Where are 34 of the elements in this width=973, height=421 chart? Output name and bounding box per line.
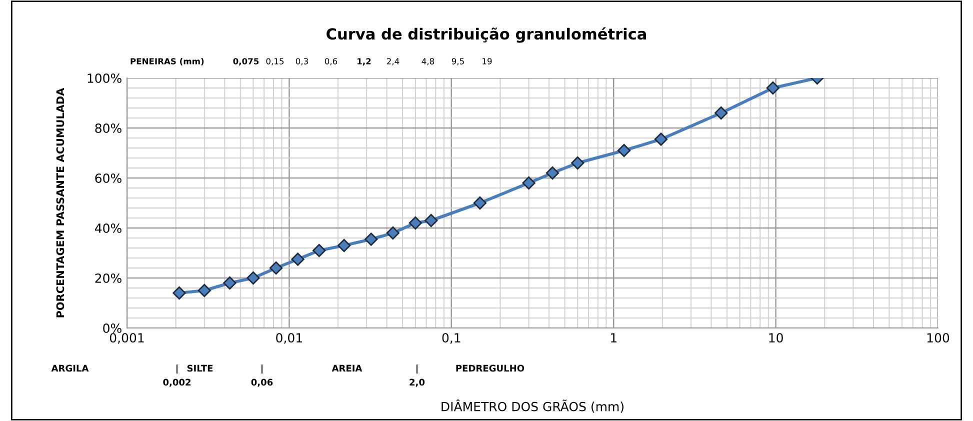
text: 4,8	[422, 58, 434, 66]
y-tick-label: 80%	[95, 123, 122, 133]
text: 0,075	[233, 58, 259, 66]
y-tick-label: 20%	[95, 273, 122, 283]
text: 0,6	[324, 58, 338, 66]
x-tick-label: 0,1	[442, 333, 460, 344]
text: SILTE	[187, 364, 213, 372]
text: 1,2	[358, 58, 371, 66]
text: 0,002	[163, 378, 190, 387]
text: 9,5	[452, 58, 464, 66]
text: |	[176, 364, 178, 374]
text: PENEIRAS (mm)	[130, 58, 204, 66]
text: |	[416, 364, 418, 374]
x-tick-label: 10	[769, 333, 783, 343]
text: 0,06	[251, 378, 273, 387]
text: PEDREGULHO	[456, 364, 524, 372]
text: 19	[482, 58, 492, 64]
text: 0,15	[266, 58, 284, 66]
x-tick-label: 0,001	[110, 333, 144, 344]
x-tick-label: 1	[610, 333, 616, 342]
y-tick-label: 100%	[88, 73, 122, 83]
x-tick-label: 100	[927, 333, 950, 343]
y-tick-label: 0%	[103, 323, 122, 333]
chart-title: Curva de distribuição granulométrica	[326, 27, 646, 43]
text: 2,4	[386, 58, 400, 66]
text: AREIA	[332, 364, 362, 372]
text: ARGILA	[51, 364, 89, 372]
x-axis-title: DIÂMETRO DOS GRÃOS (mm)	[442, 400, 624, 413]
y-tick-label: 40%	[94, 223, 122, 233]
y-tick-label: 60%	[95, 173, 122, 183]
x-tick-label: 0,01	[276, 333, 302, 344]
y-axis-title: PORCENTAGEM PASSANTE ACUMULADA	[56, 88, 64, 318]
text: 0,3	[296, 58, 308, 66]
text: 2,0	[410, 378, 425, 387]
